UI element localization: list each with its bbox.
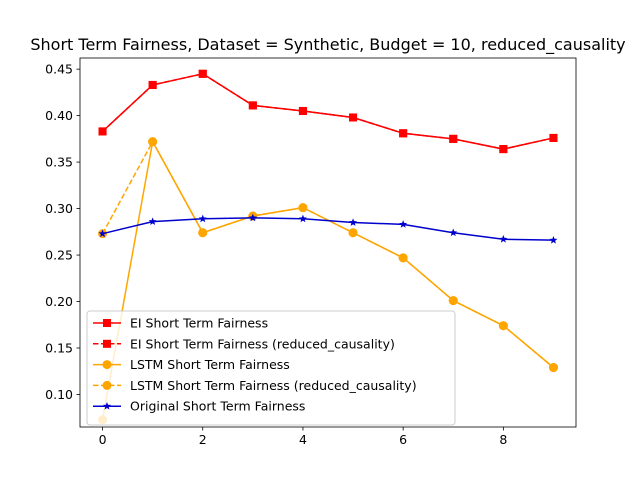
legend-marker — [102, 360, 112, 370]
data-point — [398, 253, 408, 263]
data-point — [548, 363, 558, 373]
x-tick-label: 2 — [199, 432, 207, 447]
data-point — [498, 321, 508, 331]
legend-entry: LSTM Short Term Fairness — [93, 357, 290, 372]
y-tick-label: 0.10 — [45, 387, 73, 402]
data-point — [198, 228, 208, 238]
data-point — [399, 129, 408, 138]
data-point — [399, 220, 408, 228]
data-point — [98, 229, 107, 238]
legend-label: LSTM Short Term Fairness — [130, 357, 290, 372]
x-tick-label: 4 — [299, 432, 307, 447]
y-tick-label: 0.15 — [45, 340, 73, 355]
y-tick-label: 0.45 — [45, 62, 73, 77]
data-point — [98, 127, 107, 136]
axes-layer: 0 2 4 6 8 0.10 0.15 0.20 0.25 0.30 0.35 0.40 0.45 — [45, 57, 577, 447]
series-line — [102, 73, 554, 150]
data-point — [298, 214, 307, 223]
data-point — [349, 218, 358, 226]
data-point — [549, 133, 558, 142]
legend-box — [86, 310, 456, 426]
y-tick-label: 0.30 — [45, 201, 73, 216]
data-point — [248, 213, 257, 222]
legend-entry: LSTM Short Term Fairness (reduced_causal… — [93, 378, 417, 393]
y-tick-label: 0.40 — [45, 108, 73, 123]
legend-label: EI Short Term Fairness (reduced_causalit… — [130, 336, 395, 351]
data-point — [198, 214, 207, 223]
data-point — [148, 217, 157, 225]
legend-marker — [103, 402, 111, 410]
data-point — [298, 106, 307, 115]
legend-entry: EI Short Term Fairness (reduced_causalit… — [93, 336, 395, 351]
legend-label: EI Short Term Fairness — [130, 316, 268, 331]
data-point — [298, 203, 308, 213]
series-4 — [98, 213, 558, 244]
x-tick-label: 0 — [99, 432, 107, 447]
data-point — [148, 137, 158, 147]
legend-label: Original Short Term Fairness — [130, 399, 305, 414]
data-point — [499, 145, 508, 154]
series-1 — [98, 69, 558, 154]
data-point — [198, 69, 207, 78]
legend-label: LSTM Short Term Fairness (reduced_causal… — [130, 378, 417, 393]
x-tick-label: 8 — [499, 432, 507, 447]
axes-frame — [79, 57, 577, 428]
data-point — [148, 80, 157, 89]
data-point — [349, 113, 358, 122]
data-point — [499, 235, 508, 243]
data-point — [248, 101, 257, 110]
y-tick-label: 0.35 — [45, 155, 73, 170]
data-point — [549, 235, 558, 244]
legend-marker — [103, 319, 111, 327]
legend: EI Short Term Fairness EI Short Term Fair… — [86, 310, 456, 426]
data-point — [449, 228, 458, 237]
legend-entry: EI Short Term Fairness — [93, 316, 268, 331]
series-line — [102, 217, 554, 241]
legend-marker — [102, 380, 112, 390]
data-point — [449, 134, 458, 143]
legend-marker — [103, 339, 111, 348]
chart-title: Short Term Fairness, Dataset = Synthetic… — [30, 35, 625, 55]
legend-entry: Original Short Term Fairness — [93, 399, 305, 414]
y-tick-label: 0.20 — [45, 294, 73, 309]
x-tick-label: 6 — [399, 432, 407, 447]
y-tick-label: 0.25 — [45, 248, 73, 263]
data-point — [348, 228, 358, 238]
data-point — [448, 296, 458, 306]
